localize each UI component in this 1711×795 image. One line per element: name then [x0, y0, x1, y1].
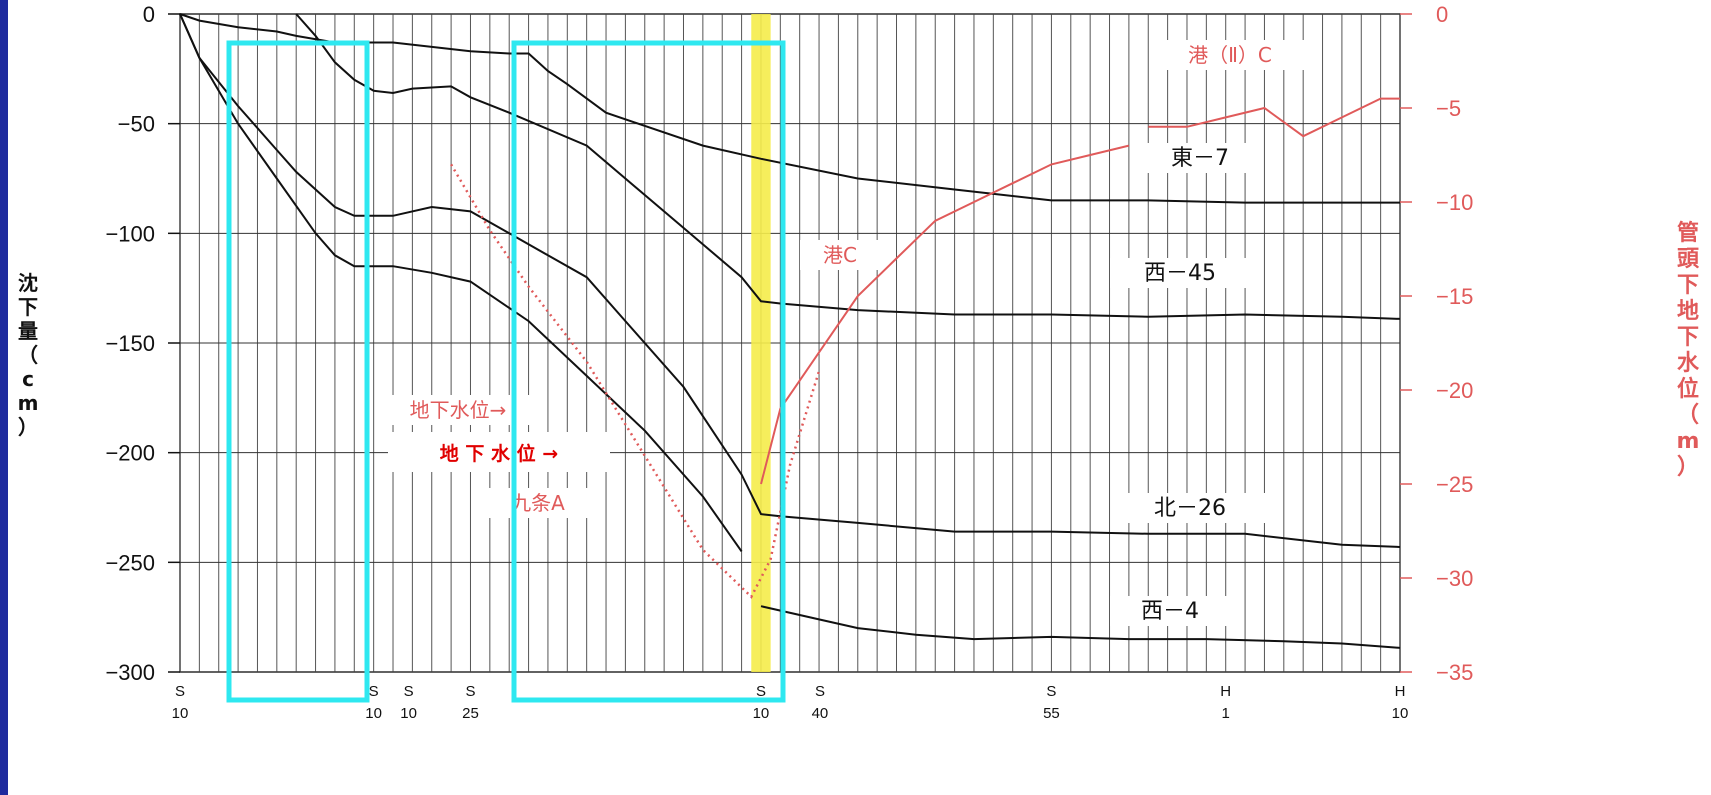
- y-right-tick-label: −20: [1436, 378, 1473, 403]
- y-right-title-char: 水: [1677, 351, 1700, 376]
- series-line: [760, 605, 1401, 649]
- y-left-title-char: 沈: [18, 271, 38, 295]
- y-right-title-char: 下: [1677, 325, 1699, 350]
- series-line: [1148, 97, 1400, 138]
- y-left-tick-label: −200: [105, 441, 155, 466]
- label-minato-ii-c: 港（Ⅱ）C: [1188, 43, 1272, 67]
- series-line: [295, 13, 1401, 320]
- x-tick-era: S: [465, 683, 475, 700]
- label-kujo-a-bg: [483, 488, 593, 518]
- series-line: [179, 13, 1400, 204]
- y-right-title-char: 下: [1677, 273, 1699, 298]
- label-minato-ii-c-bg: [1155, 40, 1305, 70]
- x-tick-number: 10: [1392, 705, 1409, 722]
- label-west-4: 西－4: [1141, 599, 1199, 624]
- label-west-45-bg: [1110, 258, 1250, 288]
- x-tick-era: S: [175, 683, 185, 700]
- y-right-tick-label: −30: [1436, 566, 1473, 591]
- label-groundwater-arrow-bg: [378, 395, 538, 425]
- x-tick-number: 10: [400, 705, 417, 722]
- y-right-tick-label: −10: [1436, 190, 1473, 215]
- annotations: 東－7 西－45 北－26 西－4 港（Ⅱ）C 港C 地下水位→ 九条A 地 下 水 位 →: [226, 40, 1305, 703]
- y-right-tick-label: −15: [1436, 284, 1473, 309]
- series-line: [760, 144, 1130, 485]
- x-tick-number: 10: [365, 705, 382, 722]
- x-tick-number: 55: [1043, 705, 1060, 722]
- y-left-title-char: ）: [18, 415, 38, 439]
- y-left-tick-label: −300: [105, 660, 155, 685]
- x-tick-number: 10: [172, 705, 189, 722]
- x-tick-era: S: [815, 683, 825, 700]
- y-right-tick-label: −35: [1436, 660, 1473, 685]
- x-tick-number: 40: [812, 705, 829, 722]
- y-left-title-char: （: [18, 343, 38, 367]
- x-tick-number: 1: [1222, 705, 1230, 722]
- y-right-tick-label: −25: [1436, 472, 1473, 497]
- y-left-title-char: c: [22, 367, 34, 391]
- label-west-4-bg: [1110, 596, 1230, 626]
- label-minato-c: 港C: [823, 243, 857, 267]
- label-groundwater-arrow: 地下水位→: [410, 398, 507, 422]
- cyan-highlight-box-left: [226, 40, 370, 703]
- y-left-tick-label: −150: [105, 331, 155, 356]
- y-right-title-char: （: [1677, 403, 1699, 428]
- y-left-tick-label: −100: [105, 221, 155, 246]
- y-left-title-char: 量: [18, 319, 38, 343]
- x-tick-number: 25: [462, 705, 479, 722]
- label-kujo-a: 九条A: [511, 491, 565, 515]
- y-right-tick-label: −5: [1436, 96, 1461, 121]
- x-tick-era: H: [1220, 683, 1231, 700]
- x-tick-era: S: [404, 683, 414, 700]
- y-left-title-char: m: [18, 391, 39, 415]
- label-north-26-bg: [1115, 493, 1265, 523]
- highlight-band: [751, 14, 771, 672]
- y-right-title-char: 位: [1677, 376, 1699, 402]
- y-right-tick-label: 0: [1436, 2, 1448, 27]
- highlight-band-1965: [751, 14, 771, 672]
- left-edge-bar: [0, 0, 8, 795]
- label-north-26: 北－26: [1154, 496, 1226, 521]
- label-east-7: 東－7: [1171, 146, 1229, 171]
- label-west-45: 西－45: [1144, 261, 1216, 286]
- x-tick-era: S: [1046, 683, 1056, 700]
- axes: 0 −50 −100 −150 −200 −250 −300 0 −5 −10 −15 −20 −25 −…: [18, 2, 1700, 722]
- y-left-tick-label: −250: [105, 550, 155, 575]
- y-left-tick-label: 0: [143, 2, 155, 27]
- label-minato-c-bg: [800, 240, 880, 270]
- label-east-7-bg: [1140, 143, 1260, 173]
- groundwater-box-bg: [388, 432, 610, 472]
- y-right-title-char: ）: [1677, 455, 1699, 480]
- y-right-title-char: 地: [1677, 299, 1699, 324]
- y-left-title-char: 下: [18, 295, 38, 319]
- y-right-title-char: m: [1677, 429, 1700, 454]
- series-line: [179, 13, 743, 552]
- grid: [179, 13, 1401, 673]
- y-right-title-char: 管: [1677, 220, 1699, 246]
- label-groundwater-box: 地 下 水 位 →: [440, 442, 558, 465]
- x-tick-era: H: [1395, 683, 1406, 700]
- y-right-title-char: 頭: [1677, 247, 1700, 272]
- x-tick-era: S: [369, 683, 379, 700]
- x-tick-era: S: [756, 683, 766, 700]
- cyan-highlight-box-right: [511, 40, 786, 703]
- series-line: [179, 13, 1401, 548]
- x-tick-number: 10: [753, 705, 770, 722]
- y-left-tick-label: −50: [118, 112, 155, 137]
